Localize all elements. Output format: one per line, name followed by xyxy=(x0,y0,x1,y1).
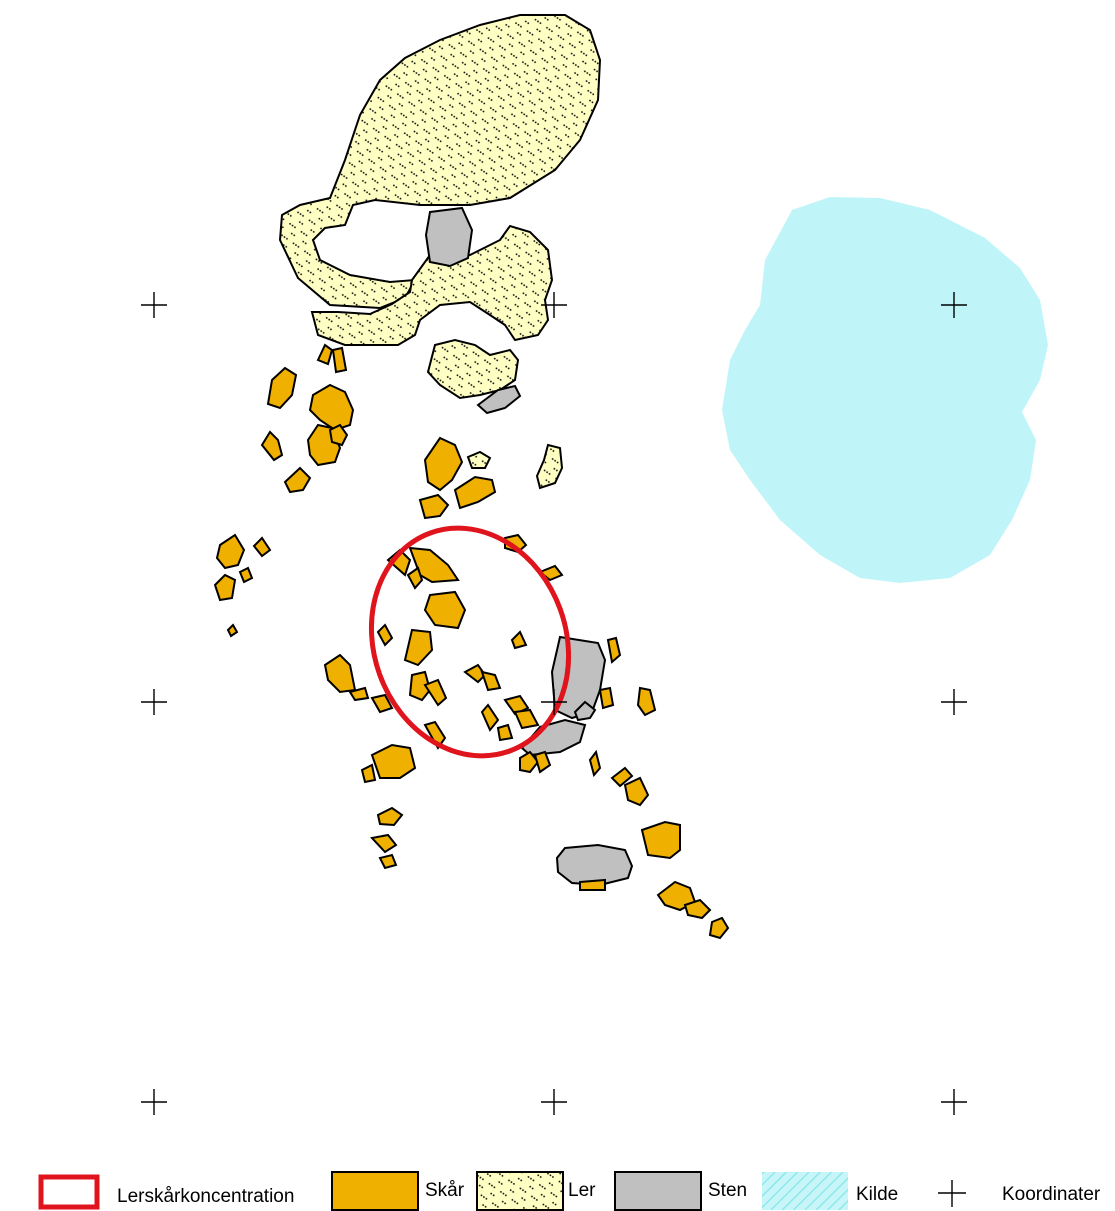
lerskaar-concentration-ellipse xyxy=(368,525,572,759)
skaar-sherd xyxy=(260,430,284,462)
skaar-sherd xyxy=(252,536,272,558)
coordinate-cross xyxy=(541,1089,567,1115)
ler-area-north xyxy=(278,14,602,310)
skaar-sherd xyxy=(423,678,448,707)
ler-patch-1 xyxy=(466,450,492,469)
ler-area-lower xyxy=(426,338,520,400)
skaar-sherd xyxy=(480,703,500,732)
legend-label-skaar: Skår xyxy=(425,1180,465,1201)
skaar-sherd xyxy=(213,573,237,602)
sten-layer xyxy=(424,206,634,887)
coordinate-crosses xyxy=(141,292,967,1115)
skaar-sherd xyxy=(328,423,349,447)
coordinate-cross xyxy=(541,689,567,715)
ler-patch-2 xyxy=(535,443,564,490)
skaar-sherd xyxy=(316,343,334,366)
skaar-sherd xyxy=(283,466,312,494)
legend-label-concentration: Lerskårkoncentration xyxy=(117,1186,294,1207)
skaar-sherd xyxy=(510,630,528,650)
legend: Lerskårkoncentration Skår Ler Sten Kilde… xyxy=(38,1171,1101,1211)
legend-label-kilde: Kilde xyxy=(856,1184,898,1205)
coordinate-cross xyxy=(541,292,567,318)
skaar-sherd xyxy=(348,686,370,702)
skaar-sherd xyxy=(238,566,254,584)
skaar-sherd xyxy=(403,628,434,667)
skaar-sherd xyxy=(308,383,355,432)
legend-swatch-skaar xyxy=(331,1171,419,1211)
skaar-sherd xyxy=(503,694,530,716)
sten-stone xyxy=(424,206,474,268)
skaar-sherd xyxy=(610,766,634,788)
skaar-sherd xyxy=(408,670,432,702)
coordinate-cross xyxy=(941,689,967,715)
sten-stone xyxy=(476,384,522,415)
sten-stone xyxy=(520,718,587,757)
skaar-sherd xyxy=(640,820,681,860)
coordinate-cross xyxy=(941,1089,967,1115)
skaar-sherd xyxy=(533,750,552,774)
skaar-sherd xyxy=(598,686,615,710)
skaar-sherd xyxy=(266,366,298,410)
skaar-sherd xyxy=(513,708,540,730)
skaar-sherd xyxy=(708,916,730,940)
skaar-sherd xyxy=(423,436,464,492)
skaar-sherd xyxy=(683,898,712,920)
ler-area-middle xyxy=(310,224,554,346)
skaar-sherd xyxy=(370,833,398,854)
skaar-sherd xyxy=(376,623,394,647)
skaar-layer xyxy=(213,343,730,940)
legend-label-sten: Sten xyxy=(708,1180,747,1201)
legend-swatch-koordinater xyxy=(938,1180,966,1207)
skaar-sherd xyxy=(226,623,239,638)
skaar-sherd xyxy=(504,533,528,554)
skaar-sherd xyxy=(331,346,348,374)
skaar-sherd xyxy=(623,776,650,807)
skaar-sherd xyxy=(480,670,502,692)
skaar-sherd xyxy=(215,533,246,570)
skaar-sherd xyxy=(406,566,424,590)
legend-label-ler: Ler xyxy=(568,1180,596,1201)
skaar-sherd xyxy=(370,743,417,779)
skaar-sherd xyxy=(323,653,357,694)
skaar-sherd xyxy=(360,763,377,784)
skaar-sherd xyxy=(376,806,404,827)
coordinate-cross xyxy=(141,292,167,318)
legend-swatch-kilde xyxy=(762,1172,848,1210)
ler-layer xyxy=(278,14,602,490)
skaar-sherd xyxy=(423,590,467,630)
coordinate-cross xyxy=(141,1089,167,1115)
sten-stone xyxy=(573,700,597,722)
skaar-sherd xyxy=(519,750,540,774)
legend-swatch-ler xyxy=(476,1171,564,1211)
legend-swatch-sten xyxy=(614,1171,702,1211)
coordinate-cross xyxy=(141,689,167,715)
kilde-area xyxy=(722,197,1048,583)
skaar-sherd xyxy=(496,723,514,742)
sten-stone xyxy=(555,843,634,887)
legend-label-koordinater: Koordinater xyxy=(1002,1184,1101,1205)
skaar-sherd xyxy=(370,693,394,714)
skaar-sherd xyxy=(453,475,497,510)
skaar-sherd xyxy=(606,636,622,664)
skaar-sherd xyxy=(579,878,606,891)
skaar-sherd xyxy=(636,686,657,717)
legend-swatch-concentration xyxy=(38,1174,100,1210)
skaar-sherd xyxy=(588,749,602,778)
coordinate-cross xyxy=(941,292,967,318)
skaar-sherd xyxy=(378,853,398,870)
skaar-sherd xyxy=(418,493,450,520)
